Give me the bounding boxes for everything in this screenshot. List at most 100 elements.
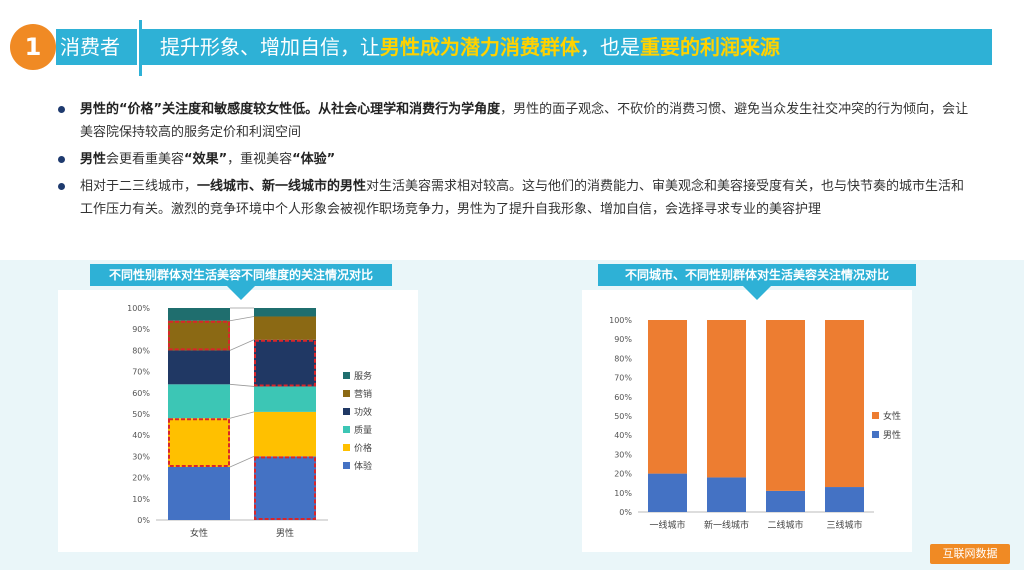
y-tick-label: 60% [614, 393, 632, 402]
legend-label: 价格 [354, 442, 372, 454]
y-tick-label: 100% [609, 316, 632, 325]
y-tick-label: 70% [132, 368, 150, 377]
highlight-outline [254, 339, 316, 387]
y-tick-label: 10% [614, 489, 632, 498]
bar-segment-e794b7e680a7 [648, 473, 687, 512]
header-title-part: 提升形象、增加自信，让 [160, 35, 380, 59]
bar-segment-e794b7e680a7 [707, 477, 746, 512]
bar-segment-e69c8de58aa1 [168, 308, 230, 321]
x-tick-label: 二线城市 [767, 519, 803, 531]
highlight-outline [168, 320, 230, 351]
connector-line [229, 411, 255, 419]
y-tick-label: 0% [619, 508, 632, 517]
legend-swatch [343, 462, 350, 469]
connector-line [229, 339, 255, 351]
bar-segment-e5a5b3e680a7 [707, 320, 746, 478]
bullet-text: ，男性的面子观念、不砍价的消费习惯、避免当众发生社交冲突的行为倾向，会让美容院保… [80, 102, 969, 140]
bar-segment-e8b4a8e9878f [168, 384, 230, 419]
bar-segment-e8b4a8e9878f [254, 386, 316, 412]
bullet-text-bold: 男性 [80, 152, 107, 167]
bullet-text: ，重视美容 [227, 152, 293, 167]
section-number: 1 [24, 33, 42, 61]
bullet-text: 对生活美容需求相对较高。这与他们的消费能力、审美观念和美容接受度有关，也与快节奏… [80, 179, 965, 217]
highlight-outline [254, 456, 316, 520]
highlight-outline [168, 418, 230, 467]
bullet-list: 男性的“价格”关注度和敏感度较女性低。从社会心理学和消费行为学角度，男性的面子观… [56, 98, 976, 225]
y-tick-label: 30% [614, 450, 632, 459]
legend-label: 男性 [883, 429, 901, 441]
down-arrow-icon [227, 286, 255, 300]
legend-label: 体验 [354, 460, 372, 472]
connector-line [229, 383, 255, 387]
bullet-text: 相对于二三线城市， [80, 179, 198, 194]
legend-label: 服务 [354, 370, 372, 382]
y-tick-label: 20% [614, 470, 632, 479]
chart-title-gender: 不同性别群体对生活美容不同维度的关注情况对比 [90, 264, 392, 286]
y-tick-label: 40% [614, 431, 632, 440]
header-title-part: ，也是 [580, 35, 640, 59]
bar-segment-e890a5e99480 [254, 316, 316, 340]
y-tick-label: 0% [137, 516, 150, 525]
header-bar [56, 29, 992, 65]
legend-label: 女性 [883, 410, 901, 422]
legend-swatch [343, 372, 350, 379]
x-tick-label: 一线城市 [649, 519, 685, 531]
bullet-item: 男性的“价格”关注度和敏感度较女性低。从社会心理学和消费行为学角度，男性的面子观… [56, 98, 976, 144]
bullet-text: 会更看重美容 [106, 152, 185, 167]
legend-swatch [343, 408, 350, 415]
legend-label: 功效 [354, 406, 372, 418]
y-tick-label: 30% [132, 452, 150, 461]
down-arrow-icon [743, 286, 771, 300]
y-tick-label: 80% [132, 346, 150, 355]
bar-segment-e794b7e680a7 [766, 490, 805, 512]
bullet-text-bold: 男性的“价格”关注度和敏感度较女性低。从社会心理学和消费行为学角度 [80, 102, 501, 117]
bar-segment-e58a9fe69588 [254, 339, 316, 387]
chart-gender-dimensions: 0% 10% 20% 30% 40% 50% 60% 70% 80% 90% 100% 女性 男性 服务营… [127, 304, 372, 539]
legend-swatch [343, 390, 350, 397]
y-tick-label: 90% [132, 325, 150, 334]
bar-segment-e5a5b3e680a7 [648, 320, 687, 474]
connector-line [229, 456, 255, 468]
header-title: 提升形象、增加自信，让男性成为潜力消费群体，也是重要的利润来源 [160, 29, 780, 65]
bullet-item: 相对于二三线城市，一线城市、新一线城市的男性对生活美容需求相对较高。这与他们的消… [56, 175, 976, 221]
legend-label: 质量 [354, 424, 372, 436]
x-tick-label: 三线城市 [826, 519, 862, 531]
x-tick-label: 男性 [276, 527, 294, 539]
header-title-highlight: 重要的利润来源 [640, 35, 780, 59]
x-tick-label: 女性 [190, 527, 208, 539]
header-divider [137, 20, 142, 76]
bar-segment-e4bbb7e6a0bc [254, 411, 316, 457]
y-tick-label: 50% [614, 412, 632, 421]
y-tick-label: 50% [132, 410, 150, 419]
section-number-badge: 1 [10, 24, 56, 70]
legend-label: 营销 [354, 388, 372, 400]
bullet-text-bold: “体验” [292, 152, 336, 167]
legend-swatch [343, 444, 350, 451]
bar-segment-e4bd93e9aa8c [254, 456, 316, 520]
bullet-text-bold: “效果” [184, 152, 228, 167]
y-tick-label: 60% [132, 389, 150, 398]
bar-segment-e58a9fe69588 [168, 350, 230, 385]
legend-swatch [872, 412, 879, 419]
connector-line [229, 316, 255, 322]
y-tick-label: 100% [127, 304, 150, 313]
header-category: 消费者 [60, 35, 120, 59]
bar-segment-e69c8de58aa1 [254, 308, 316, 317]
bar-segment-e5a5b3e680a7 [825, 320, 864, 488]
bar-segment-e5a5b3e680a7 [766, 320, 805, 491]
legend-swatch [343, 426, 350, 433]
y-tick-label: 10% [132, 495, 150, 504]
chart-title-city: 不同城市、不同性别群体对生活美容关注情况对比 [598, 264, 916, 286]
bar-segment-e4bd93e9aa8c [168, 467, 230, 520]
y-tick-label: 90% [614, 335, 632, 344]
chart-city-gender: 0% 10% 20% 30% 40% 50% 60% 70% 80% 90% 100% 一线城市 新一线… [609, 316, 901, 531]
legend-swatch [872, 431, 879, 438]
y-tick-label: 40% [132, 431, 150, 440]
y-tick-label: 80% [614, 354, 632, 363]
bullet-item: 男性会更看重美容“效果”，重视美容“体验” [56, 148, 976, 171]
bullet-text-bold: 一线城市、新一线城市的男性 [197, 179, 367, 194]
source-badge: 互联网数据 [930, 544, 1010, 564]
bar-segment-e4bbb7e6a0bc [168, 418, 230, 467]
bar-segment-e890a5e99480 [168, 320, 230, 351]
y-tick-label: 70% [614, 374, 632, 383]
